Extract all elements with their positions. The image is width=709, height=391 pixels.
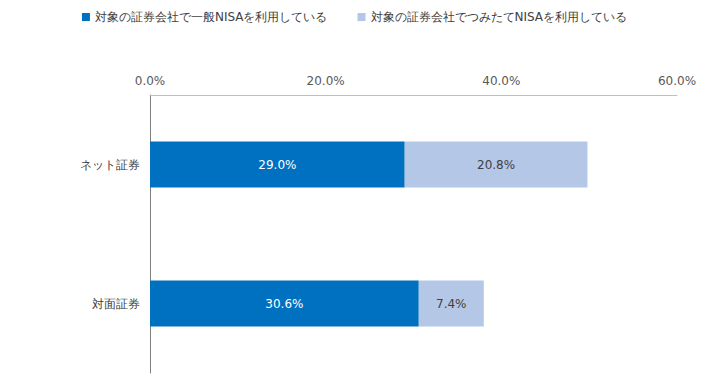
- svg-text:対象の証券会社で一般NISAを利用している: 対象の証券会社で一般NISAを利用している: [95, 10, 328, 24]
- svg-text:30.6%: 30.6%: [265, 297, 303, 311]
- svg-text:20.8%: 20.8%: [477, 158, 515, 172]
- svg-text:20.0%: 20.0%: [307, 74, 345, 88]
- svg-text:0.0%: 0.0%: [135, 74, 166, 88]
- svg-text:60.0%: 60.0%: [658, 74, 696, 88]
- svg-text:40.0%: 40.0%: [482, 74, 520, 88]
- svg-text:対面証券: 対面証券: [92, 297, 140, 311]
- svg-text:ネット証券: ネット証券: [80, 158, 140, 172]
- svg-text:29.0%: 29.0%: [258, 158, 296, 172]
- svg-text:対象の証券会社でつみたてNISAを利用している: 対象の証券会社でつみたてNISAを利用している: [371, 10, 628, 24]
- svg-text:7.4%: 7.4%: [436, 297, 467, 311]
